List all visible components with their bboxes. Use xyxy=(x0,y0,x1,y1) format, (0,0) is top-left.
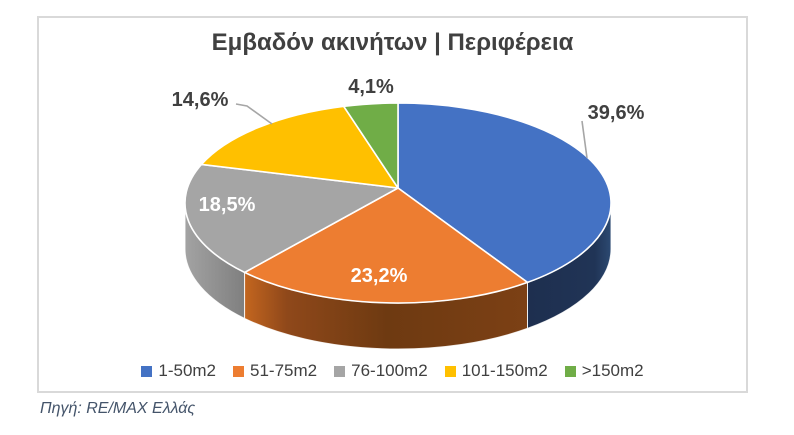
pie-label: 18,5% xyxy=(199,194,256,216)
label-leader-line xyxy=(235,103,273,125)
chart-title: Εμβαδόν ακινήτων | Περιφέρεια xyxy=(211,29,574,56)
chart-legend: 1-50m2 51-75m2 76-100m2 101-150m2 >150m2 xyxy=(39,361,746,381)
label-leader-line xyxy=(581,120,588,159)
legend-label: 51-75m2 xyxy=(250,361,318,380)
legend-label: >150m2 xyxy=(581,361,644,380)
legend-swatch-icon xyxy=(141,365,153,377)
legend-item: >150m2 xyxy=(564,361,644,381)
pie-label: 14,6% xyxy=(172,89,229,111)
legend-label: 76-100m2 xyxy=(351,361,428,380)
pie-label: 4,1% xyxy=(348,76,394,98)
legend-label: 101-150m2 xyxy=(461,361,548,380)
pie-label: 23,2% xyxy=(351,265,408,287)
legend-item: 1-50m2 xyxy=(141,361,216,381)
legend-swatch-icon xyxy=(334,365,346,377)
pie-slice xyxy=(342,102,399,189)
source-note: Πηγή: RE/MAX Ελλάς xyxy=(40,400,196,417)
pie-slice xyxy=(200,105,399,189)
pie-label: 39,6% xyxy=(588,102,645,124)
legend-item: 51-75m2 xyxy=(233,361,317,381)
legend-item: 101-150m2 xyxy=(444,361,548,381)
pie-slice xyxy=(184,163,399,274)
legend-label: 1-50m2 xyxy=(158,361,217,380)
pie-slice xyxy=(243,187,529,304)
legend-swatch-icon xyxy=(444,365,456,377)
legend-swatch-icon xyxy=(233,365,245,377)
pie-slice xyxy=(397,102,612,284)
legend-item: 76-100m2 xyxy=(334,361,428,381)
legend-swatch-icon xyxy=(564,365,576,377)
